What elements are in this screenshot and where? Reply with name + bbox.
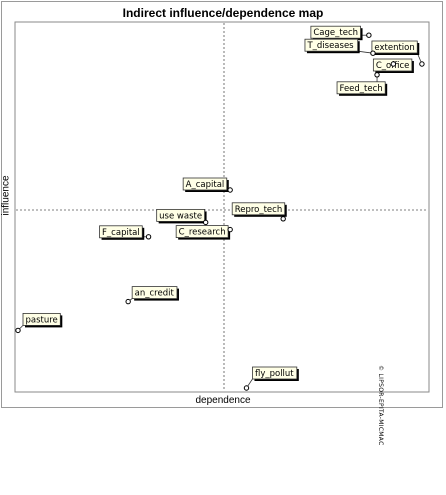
plot-border <box>14 21 430 393</box>
label-box <box>156 208 205 222</box>
label-box <box>99 225 143 239</box>
point-marker <box>366 32 372 38</box>
point-label: an_credit <box>135 289 175 299</box>
label-box <box>231 202 286 216</box>
label-box <box>304 38 359 52</box>
point-marker <box>243 385 250 391</box>
label-box <box>336 81 386 95</box>
point-marker <box>419 61 425 67</box>
point-marker <box>125 298 131 305</box>
y-axis-label: influence <box>0 175 12 216</box>
point-a-capital: A_capital <box>182 177 233 193</box>
label-box <box>371 40 418 54</box>
point-an-credit: an_credit <box>125 286 179 305</box>
point-marker <box>280 216 286 222</box>
point-marker <box>15 327 21 334</box>
point-c-office: C_office <box>372 58 414 73</box>
label-box <box>22 312 61 326</box>
point-repro-tech: Repro_tech <box>231 202 287 222</box>
point-t-diseases: T_diseases <box>304 38 376 56</box>
point-label: pasture <box>26 315 58 325</box>
point-label: Cage_tech <box>313 28 358 38</box>
point-fly-pollut: fly_pollut <box>243 366 299 391</box>
watermark: © LIPSOR-EPITA-MICMAC <box>377 365 384 446</box>
label-box <box>310 25 361 39</box>
label-box <box>182 177 228 191</box>
label-box <box>131 286 178 300</box>
point-marker <box>370 50 376 56</box>
point-label: Feed_tech <box>340 84 383 94</box>
points-layer: Cage_tech extention T_diseases C_office Feed… <box>15 25 425 391</box>
label-box <box>252 366 298 380</box>
chart-title: Indirect influence/dependence map <box>122 6 324 20</box>
point-label: Repro_tech <box>235 205 283 215</box>
point-pasture: pasture <box>15 312 63 334</box>
point-label: C_research <box>179 228 226 238</box>
point-use-waste: use waste <box>156 208 209 226</box>
label-box <box>175 225 229 239</box>
plot-area: Cage_tech extention T_diseases C_office Feed… <box>14 21 430 393</box>
point-marker <box>145 234 152 240</box>
point-feed-tech: Feed_tech <box>336 72 388 96</box>
point-label: extention <box>374 43 414 53</box>
point-c-research: C_research <box>175 225 233 240</box>
point-marker <box>227 226 233 233</box>
point-extention: extention <box>371 40 425 67</box>
point-cage-tech: Cage_tech <box>310 25 372 41</box>
point-label: A_capital <box>186 180 225 190</box>
x-axis-label: dependence <box>195 395 251 406</box>
point-label: T_diseases <box>306 41 354 51</box>
point-label: fly_pollut <box>255 369 294 379</box>
point-marker <box>202 219 209 226</box>
point-marker <box>390 61 397 67</box>
point-label: use waste <box>159 211 202 221</box>
point-label: F_capital <box>102 228 140 238</box>
point-marker <box>374 72 380 78</box>
point-f-capital: F_capital <box>99 225 152 240</box>
chart-frame <box>1 1 443 408</box>
point-marker <box>227 187 233 193</box>
